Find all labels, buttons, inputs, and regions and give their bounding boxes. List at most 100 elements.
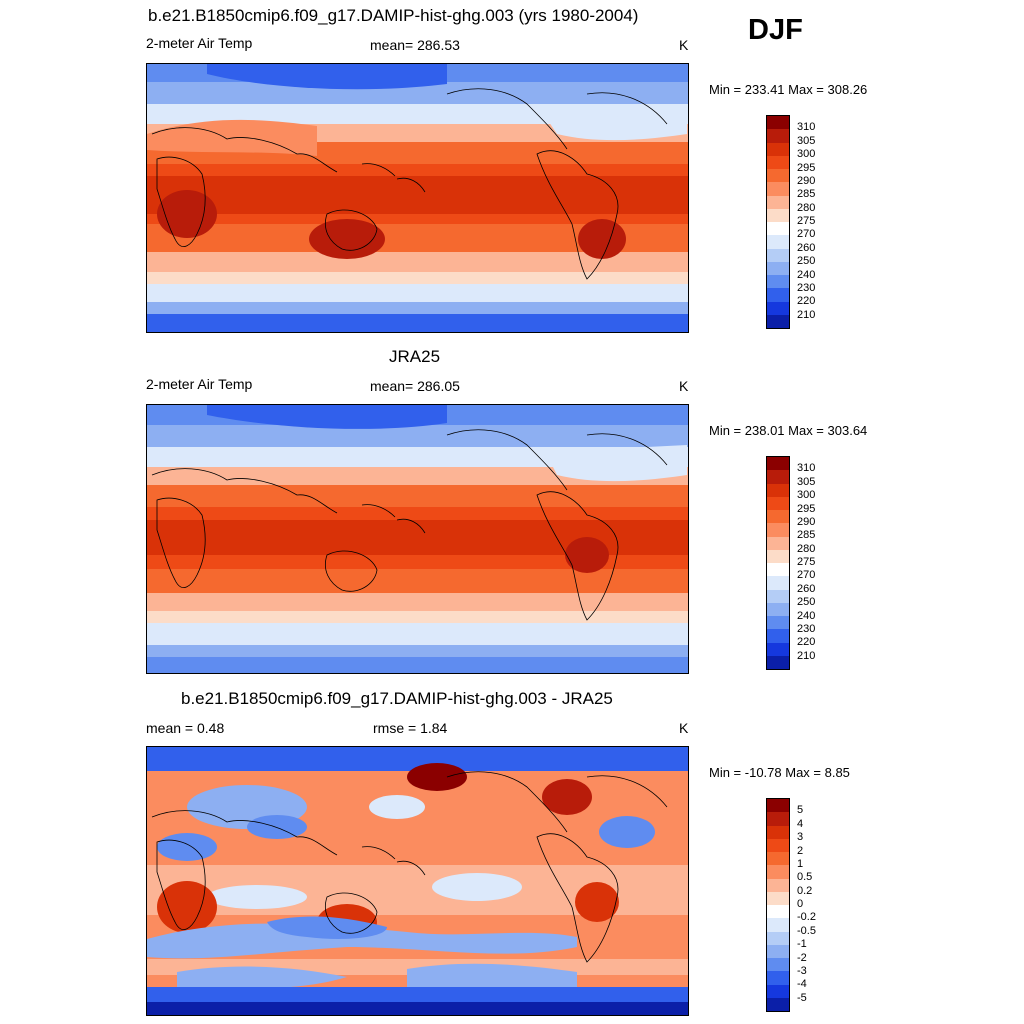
temperature-field-map xyxy=(147,64,688,332)
map-panel-model xyxy=(146,63,689,333)
colorbar-swatch xyxy=(767,838,789,852)
colorbar-swatch xyxy=(767,549,789,563)
colorbar-tick-label: 305 xyxy=(797,134,816,147)
colorbar-swatch xyxy=(767,878,789,892)
colorbar-swatch xyxy=(767,169,789,183)
colorbar-swatch xyxy=(767,812,789,826)
colorbar-swatch xyxy=(767,261,789,275)
mean-label: mean= 286.05 xyxy=(370,378,460,394)
colorbar-tick-label: 250 xyxy=(797,255,816,268)
colorbar-swatch xyxy=(767,891,789,905)
minmax-label: Min = -10.78 Max = 8.85 xyxy=(709,765,850,780)
colorbar-swatch xyxy=(767,301,789,315)
colorbar-swatch xyxy=(767,576,789,590)
colorbar-tick-label: 250 xyxy=(797,596,816,609)
colorbar-tick-label: 305 xyxy=(797,475,816,488)
colorbar-tick-label: -4 xyxy=(797,978,807,991)
colorbar-swatch xyxy=(767,483,789,497)
colorbar-tick-label: 220 xyxy=(797,636,816,649)
colorbar-tick-label: 240 xyxy=(797,268,816,281)
colorbar-swatch xyxy=(767,616,789,630)
colorbar-swatch xyxy=(767,971,789,985)
units-label: K xyxy=(679,37,689,53)
colorbar-tick-label: 280 xyxy=(797,542,816,555)
colorbar-swatch xyxy=(767,825,789,839)
panel-title: JRA25 xyxy=(389,347,441,366)
difference-field-map xyxy=(147,747,688,1015)
colorbar-tick-label: 4 xyxy=(797,817,804,830)
map-panel-obs xyxy=(146,404,689,674)
colorbar xyxy=(766,456,790,670)
colorbar-tick-label: -3 xyxy=(797,964,807,977)
colorbar-tick-label: -5 xyxy=(797,991,807,1004)
colorbar-swatch xyxy=(767,470,789,484)
colorbar-tick-label: 3 xyxy=(797,831,804,844)
colorbar-swatch xyxy=(767,536,789,550)
colorbar-swatch xyxy=(767,182,789,196)
colorbar-swatch xyxy=(767,655,789,669)
colorbar-tick-label: 285 xyxy=(797,529,816,542)
colorbar-tick-label: 290 xyxy=(797,174,816,187)
colorbar-tick-label: 310 xyxy=(797,121,816,134)
colorbar-tick-label: 5 xyxy=(797,804,804,817)
colorbar-swatch xyxy=(767,563,789,577)
colorbar-tick-label: -1 xyxy=(797,938,807,951)
temperature-field-map xyxy=(147,405,688,673)
colorbar-tick-label: 210 xyxy=(797,649,816,662)
colorbar-tick-label: 0.5 xyxy=(797,871,813,884)
minmax-label: Min = 238.01 Max = 303.64 xyxy=(709,423,868,438)
colorbar-tick-label: 210 xyxy=(797,308,816,321)
colorbar-swatch xyxy=(767,602,789,616)
units-label: K xyxy=(679,720,689,736)
colorbar-tick-label: 270 xyxy=(797,228,816,241)
colorbar-swatch xyxy=(767,997,789,1011)
colorbar-swatch xyxy=(767,905,789,919)
colorbar-tick-label: -0.2 xyxy=(797,911,816,924)
colorbar xyxy=(766,115,790,329)
colorbar-tick-label: 310 xyxy=(797,462,816,475)
colorbar-swatch xyxy=(767,457,789,471)
colorbar-tick-label: 260 xyxy=(797,582,816,595)
colorbar-swatch xyxy=(767,275,789,289)
colorbar-swatch xyxy=(767,984,789,998)
season-label: DJF xyxy=(748,14,803,46)
colorbar-swatch xyxy=(767,142,789,156)
colorbar-tick-label: 0.2 xyxy=(797,884,813,897)
colorbar-tick-label: 300 xyxy=(797,489,816,502)
mean-label: mean= 286.53 xyxy=(370,37,460,53)
colorbar-tick-label: 230 xyxy=(797,281,816,294)
colorbar-tick-label: 300 xyxy=(797,148,816,161)
map-panel-diff xyxy=(146,746,689,1016)
colorbar-tick-label: 275 xyxy=(797,556,816,568)
colorbar-tick-label: 220 xyxy=(797,295,816,308)
colorbar-swatch xyxy=(767,523,789,537)
colorbar-swatch xyxy=(767,195,789,209)
panel-title: b.e21.B1850cmip6.f09_g17.DAMIP-hist-ghg.… xyxy=(181,689,613,708)
colorbar-swatch xyxy=(767,642,789,656)
colorbar-tick-label: 290 xyxy=(797,515,816,528)
colorbar-tick-label: 295 xyxy=(797,502,816,515)
colorbar-swatch xyxy=(767,931,789,945)
colorbar-swatch xyxy=(767,222,789,236)
colorbar-tick-label: 275 xyxy=(797,215,816,227)
units-label: K xyxy=(679,378,689,394)
colorbar-tick-label: 230 xyxy=(797,622,816,635)
colorbar-swatch xyxy=(767,865,789,879)
colorbar-tick-label: 0 xyxy=(797,898,804,910)
colorbar-tick-label: 280 xyxy=(797,201,816,214)
colorbar-tick-label: 260 xyxy=(797,241,816,254)
colorbar-swatch xyxy=(767,208,789,222)
colorbar xyxy=(766,798,790,1012)
colorbar-swatch xyxy=(767,918,789,932)
colorbar-tick-label: 240 xyxy=(797,609,816,622)
colorbar-swatch xyxy=(767,799,789,813)
colorbar-swatch xyxy=(767,235,789,249)
rmse-label: rmse = 1.84 xyxy=(373,720,448,736)
variable-label: 2-meter Air Temp xyxy=(146,376,253,392)
colorbar-swatch xyxy=(767,155,789,169)
colorbar-swatch xyxy=(767,496,789,510)
colorbar-swatch xyxy=(767,629,789,643)
colorbar-tick-label: 2 xyxy=(797,844,804,857)
colorbar-tick-label: 1 xyxy=(797,857,804,870)
colorbar-swatch xyxy=(767,852,789,866)
